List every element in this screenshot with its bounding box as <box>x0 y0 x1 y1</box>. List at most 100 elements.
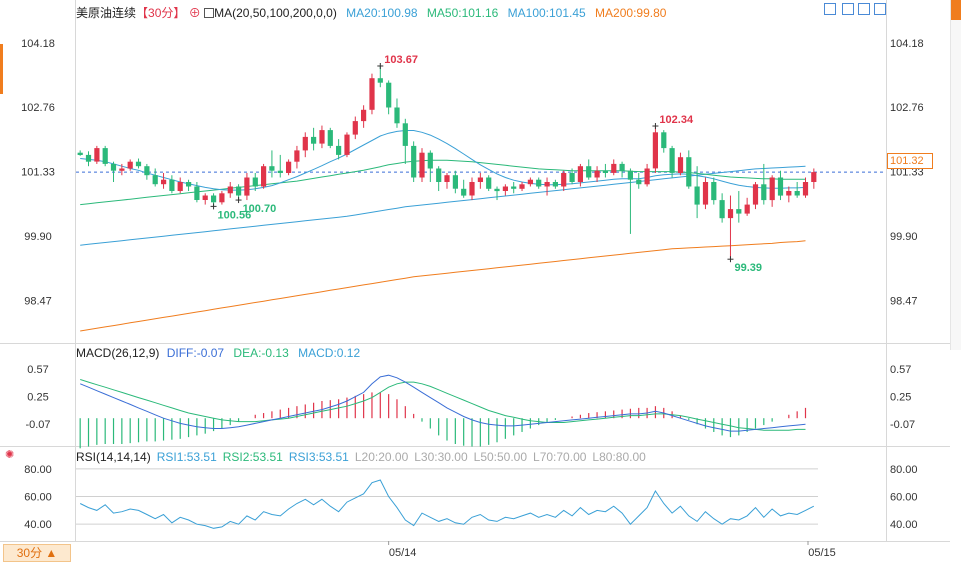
ma200-line <box>80 240 806 332</box>
rsi-params[interactable]: RSI(14,14,14) <box>76 450 151 464</box>
candle-body <box>511 186 517 189</box>
low-annotation: 99.39 <box>734 262 762 274</box>
side-panel[interactable] <box>950 0 961 350</box>
ma-params[interactable]: MA(20,50,100,200,0,0) <box>214 6 337 20</box>
candle-body <box>702 182 709 205</box>
symbol-name: 美原油连续 <box>76 6 137 20</box>
candle-body <box>211 195 217 203</box>
left-edge-marker <box>0 44 3 94</box>
candle-body <box>561 173 567 187</box>
candle-body <box>369 78 375 110</box>
macd-tick-label-right: 0.25 <box>890 392 911 404</box>
ma100-value: MA100:101.45 <box>507 6 586 20</box>
candle-body <box>152 175 158 185</box>
candle-body <box>269 166 275 171</box>
ma100-line <box>80 165 806 246</box>
macd-tick-label-right: -0.07 <box>890 419 915 431</box>
restore-icon[interactable] <box>858 3 870 15</box>
candle-body <box>85 154 92 162</box>
candle-body <box>169 179 175 191</box>
rsi1-value: RSI1:53.51 <box>156 450 217 464</box>
y-tick-label-right: 99.90 <box>890 231 918 243</box>
rsi2-value: RSI2:53.51 <box>222 450 283 464</box>
fullscreen-icon[interactable] <box>842 3 854 15</box>
candle-body <box>244 177 250 196</box>
candle-body <box>719 200 725 219</box>
y-tick-label-right: 104.18 <box>890 38 924 50</box>
high-annotation: 102.34 <box>659 114 694 126</box>
candle-body <box>736 209 742 214</box>
candle-body <box>177 182 183 191</box>
candle-body <box>294 150 300 162</box>
candle-body <box>611 163 617 173</box>
period-label[interactable]: 【30分】 <box>136 6 186 20</box>
ma50-value: MA50:101.16 <box>426 6 499 20</box>
macd-params[interactable]: MACD(26,12,9) <box>76 346 160 360</box>
candle-body <box>427 152 433 169</box>
candle-body <box>452 175 458 189</box>
candle-body <box>419 152 425 178</box>
candle-body <box>786 191 792 196</box>
expand-icon[interactable] <box>824 3 836 15</box>
candle-body <box>727 209 734 219</box>
candle-body <box>586 166 592 178</box>
candle-body <box>502 186 508 191</box>
candle-body <box>811 172 817 182</box>
candle-body <box>402 123 408 146</box>
candle-body <box>602 170 608 173</box>
y-tick-label: 99.90 <box>24 231 52 243</box>
candle-body <box>77 152 83 155</box>
ma20-line <box>80 130 806 191</box>
candle-body <box>444 175 450 182</box>
candle-body <box>311 136 317 144</box>
macd-diff-line <box>80 374 806 432</box>
candle-body <box>544 182 550 187</box>
candle-body <box>569 173 575 182</box>
ma-config-icon[interactable] <box>204 8 215 18</box>
candle-body <box>186 182 192 187</box>
target-icon[interactable]: ⊕ <box>188 6 201 20</box>
candle-body <box>686 157 692 187</box>
candle-body <box>127 161 133 169</box>
macd-tick-label: 0.57 <box>27 364 48 376</box>
candle-body <box>752 184 759 205</box>
candle-body <box>194 186 200 200</box>
macd-dea-value: DEA:-0.13 <box>233 346 289 360</box>
rsi-tick-label: 40.00 <box>24 519 52 531</box>
candle-body <box>352 121 358 135</box>
candle-body <box>119 168 125 171</box>
candle-body <box>411 145 417 178</box>
gear-icon[interactable]: ✺ <box>5 449 15 461</box>
ma50-line <box>80 159 806 206</box>
candle-body <box>227 186 233 194</box>
candle-body <box>661 132 667 149</box>
candle-body <box>652 132 658 169</box>
current-price-tag: 101.32 <box>887 153 933 169</box>
candle-body <box>594 170 600 178</box>
macd-legend: MACD(26,12,9) DIFF:-0.07 DEA:-0.13 MACD:… <box>76 346 360 360</box>
close-icon[interactable] <box>874 3 886 15</box>
candle-body <box>319 130 325 144</box>
low-annotation: 100.70 <box>243 203 277 215</box>
rsi-l30: L30:30.00 <box>414 450 468 464</box>
candle-body <box>102 148 108 164</box>
candle-body <box>344 134 350 155</box>
period-selector-button[interactable]: 30分 ▲ <box>3 544 71 562</box>
y-tick-label: 102.76 <box>21 102 55 114</box>
rsi-tick-label-right: 40.00 <box>890 519 918 531</box>
candle-body <box>394 107 400 124</box>
candle-body <box>286 161 292 173</box>
rsi-tick-label-right: 80.00 <box>890 464 918 476</box>
candle-body <box>619 163 625 171</box>
rsi-legend: RSI(14,14,14) RSI1:53.51 RSI2:53.51 RSI3:53… <box>76 450 652 464</box>
rsi-l20: L20:20.00 <box>354 450 409 464</box>
side-tab-active[interactable] <box>951 0 961 20</box>
candle-body <box>769 177 775 201</box>
macd-tick-label: -0.07 <box>25 419 50 431</box>
y-tick-label-right: 102.76 <box>890 102 924 114</box>
rsi-tick-label: 60.00 <box>24 492 52 504</box>
y-tick-label: 101.33 <box>21 167 55 179</box>
candle-body <box>636 179 642 185</box>
